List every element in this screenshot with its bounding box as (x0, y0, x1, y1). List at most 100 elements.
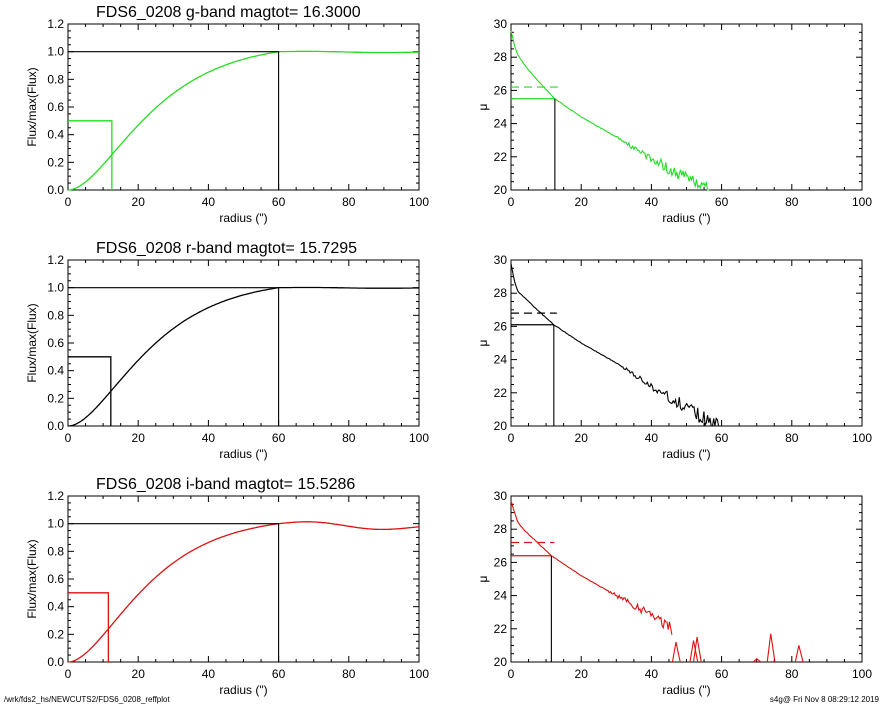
footer-path: /wrk/fds2_hs/NEWCUTS2/FDS6_0208_reffplot (4, 695, 170, 704)
y-axis-label: μ (476, 339, 490, 346)
x-tick-label: 40 (645, 431, 659, 445)
x-tick-label: 60 (272, 667, 286, 681)
y-tick-label: 24 (494, 353, 508, 367)
x-axis-label: radius (") (219, 211, 267, 225)
x-tick-label: 60 (272, 431, 286, 445)
footer-timestamp: s4g@ Fri Nov 8 08:29:12 2019 (769, 695, 879, 704)
sb-profile-spike (766, 633, 776, 663)
x-tick-label: 40 (202, 431, 216, 445)
y-tick-label: 1.0 (47, 45, 64, 59)
y-tick-label: 20 (494, 183, 508, 197)
sb-profile-spike (671, 641, 681, 663)
y-tick-label: 22 (494, 386, 508, 400)
x-tick-label: 100 (409, 195, 429, 209)
x-tick-label: 100 (852, 667, 872, 681)
x-axis-label: radius (") (662, 683, 710, 697)
y-tick-label: 1.0 (47, 281, 64, 295)
y-tick-label: 28 (494, 50, 508, 64)
x-tick-label: 0 (508, 667, 515, 681)
y-tick-label: 0.0 (47, 655, 64, 669)
y-tick-label: 0.6 (47, 336, 64, 350)
chart-title: FDS6_0208 i-band magtot= 15.5286 (96, 476, 355, 493)
y-tick-label: 22 (494, 150, 508, 164)
plot-frame (67, 259, 420, 427)
y-tick-label: 20 (494, 419, 508, 433)
x-tick-label: 40 (645, 667, 659, 681)
x-tick-label: 60 (272, 195, 286, 209)
y-tick-label: 30 (494, 253, 508, 267)
x-tick-label: 20 (575, 195, 589, 209)
y-tick-label: 28 (494, 286, 508, 300)
sb-profile-spike (689, 640, 699, 663)
x-axis-label: radius (") (219, 447, 267, 461)
y-tick-label: 30 (494, 17, 508, 31)
x-tick-label: 100 (852, 195, 872, 209)
half-light-marker (68, 356, 112, 426)
y-tick-label: 1.2 (47, 17, 64, 31)
chart-panel-g-growth: 0 20 40 60 80 100 0.0 0.2 0.4 0.6 0.8 1.0 1.2 radius … (25, 4, 429, 225)
x-tick-label: 0 (65, 667, 72, 681)
x-axis-label: radius (") (662, 447, 710, 461)
x-tick-label: 100 (852, 431, 872, 445)
y-tick-label: 0.8 (47, 72, 64, 86)
growth-curve-line (67, 286, 419, 427)
x-tick-label: 60 (715, 431, 729, 445)
y-tick-label: 28 (494, 522, 508, 536)
plot-frame (510, 259, 863, 427)
growth-curve-line (67, 521, 420, 663)
total-flux-marker (68, 287, 280, 426)
x-tick-label: 80 (785, 667, 799, 681)
y-tick-label: 0.0 (47, 183, 64, 197)
sb-profile-spike (794, 645, 804, 663)
x-tick-label: 20 (132, 667, 146, 681)
y-axis-label: μ (476, 103, 490, 110)
y-tick-label: 26 (494, 319, 508, 333)
chart-panel-i-growth: 0 20 40 60 80 100 0.0 0.2 0.4 0.6 0.8 1.0 1.2 radius … (25, 476, 429, 697)
half-light-marker (68, 592, 110, 662)
y-tick-label: 0.8 (47, 308, 64, 322)
sb-profile-line (510, 501, 673, 635)
x-tick-label: 0 (65, 431, 72, 445)
y-tick-label: 0.0 (47, 419, 64, 433)
plot-frame (67, 495, 420, 663)
x-tick-label: 0 (508, 431, 515, 445)
chart-title: FDS6_0208 g-band magtot= 16.3000 (96, 4, 361, 21)
y-tick-label: 0.2 (47, 155, 64, 169)
y-tick-label: 26 (494, 555, 508, 569)
x-tick-label: 60 (715, 667, 729, 681)
x-tick-label: 40 (202, 195, 216, 209)
x-tick-label: 80 (342, 431, 356, 445)
x-tick-label: 0 (508, 195, 515, 209)
plot-frame (67, 23, 420, 191)
sb-profile-spike (692, 637, 702, 663)
total-flux-marker (68, 523, 280, 662)
y-tick-label: 26 (494, 83, 508, 97)
chart-title: FDS6_0208 r-band magtot= 15.7295 (96, 240, 357, 257)
plot-frame (510, 23, 863, 191)
x-tick-label: 40 (645, 195, 659, 209)
x-axis-label: radius (") (662, 211, 710, 225)
y-tick-label: 0.4 (47, 600, 64, 614)
x-tick-label: 100 (409, 431, 429, 445)
sb-profile-line (510, 30, 711, 191)
y-tick-label: 22 (494, 622, 508, 636)
x-tick-label: 20 (575, 431, 589, 445)
x-tick-label: 0 (65, 195, 72, 209)
y-axis-label: Flux/max(Flux) (25, 67, 39, 146)
y-tick-label: 24 (494, 117, 508, 131)
x-tick-label: 20 (132, 431, 146, 445)
y-tick-label: 0.4 (47, 128, 64, 142)
y-tick-label: 0.6 (47, 100, 64, 114)
y-tick-label: 0.2 (47, 391, 64, 405)
plot-frame (510, 495, 863, 663)
x-tick-label: 20 (575, 667, 589, 681)
y-tick-label: 1.0 (47, 517, 64, 531)
x-tick-label: 80 (785, 431, 799, 445)
half-light-marker (68, 120, 113, 190)
y-tick-label: 24 (494, 589, 508, 603)
total-flux-marker (68, 51, 280, 190)
y-tick-label: 0.2 (47, 627, 64, 641)
